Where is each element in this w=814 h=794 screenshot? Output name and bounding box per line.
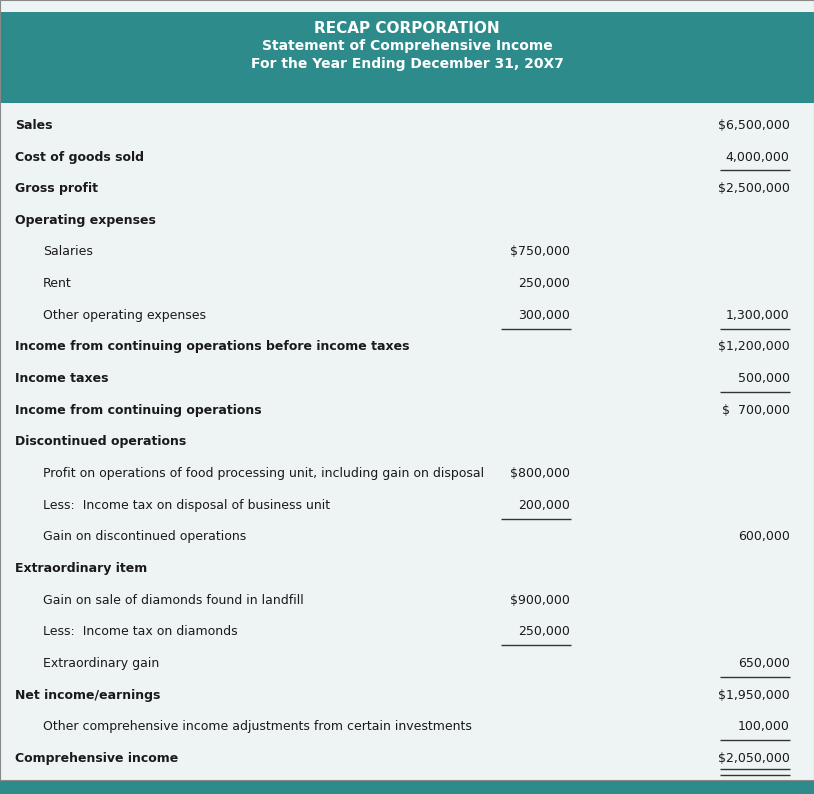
Text: Less:  Income tax on diamonds: Less: Income tax on diamonds [43, 625, 238, 638]
Text: Income taxes: Income taxes [15, 372, 108, 385]
Text: Salaries: Salaries [43, 245, 93, 259]
Text: 250,000: 250,000 [518, 277, 570, 290]
Text: 250,000: 250,000 [518, 625, 570, 638]
Text: $2,500,000: $2,500,000 [718, 182, 790, 195]
Text: Gain on sale of diamonds found in landfill: Gain on sale of diamonds found in landfi… [43, 594, 304, 607]
Text: $750,000: $750,000 [510, 245, 570, 259]
Text: Comprehensive income: Comprehensive income [15, 752, 178, 765]
Text: 650,000: 650,000 [737, 657, 790, 670]
Text: Statement of Comprehensive Income: Statement of Comprehensive Income [261, 39, 553, 53]
Text: Gain on discontinued operations: Gain on discontinued operations [43, 530, 247, 543]
Text: Profit on operations of food processing unit, including gain on disposal: Profit on operations of food processing … [43, 467, 484, 480]
Text: Extraordinary gain: Extraordinary gain [43, 657, 160, 670]
Text: $900,000: $900,000 [510, 594, 570, 607]
Text: Net income/earnings: Net income/earnings [15, 688, 160, 702]
Text: 200,000: 200,000 [518, 499, 570, 511]
Text: Operating expenses: Operating expenses [15, 214, 155, 227]
Text: Rent: Rent [43, 277, 72, 290]
Text: 1,300,000: 1,300,000 [726, 309, 790, 322]
Text: $800,000: $800,000 [510, 467, 570, 480]
Text: Other comprehensive income adjustments from certain investments: Other comprehensive income adjustments f… [43, 720, 472, 733]
Text: 600,000: 600,000 [737, 530, 790, 543]
Text: $1,950,000: $1,950,000 [718, 688, 790, 702]
Text: 300,000: 300,000 [518, 309, 570, 322]
Text: Income from continuing operations before income taxes: Income from continuing operations before… [15, 341, 409, 353]
Text: For the Year Ending December 31, 20X7: For the Year Ending December 31, 20X7 [251, 56, 563, 71]
Text: Income from continuing operations: Income from continuing operations [15, 403, 261, 417]
Text: $1,200,000: $1,200,000 [718, 341, 790, 353]
Text: 4,000,000: 4,000,000 [726, 151, 790, 164]
Text: Other operating expenses: Other operating expenses [43, 309, 206, 322]
Text: $6,500,000: $6,500,000 [718, 119, 790, 132]
Text: $2,050,000: $2,050,000 [718, 752, 790, 765]
Text: $  700,000: $ 700,000 [721, 403, 790, 417]
Text: Cost of goods sold: Cost of goods sold [15, 151, 143, 164]
Text: 500,000: 500,000 [737, 372, 790, 385]
Text: Gross profit: Gross profit [15, 182, 98, 195]
Text: 100,000: 100,000 [737, 720, 790, 733]
Text: Discontinued operations: Discontinued operations [15, 435, 186, 449]
Text: RECAP CORPORATION: RECAP CORPORATION [314, 21, 500, 36]
Text: Sales: Sales [15, 119, 52, 132]
Text: Extraordinary item: Extraordinary item [15, 562, 147, 575]
Text: Less:  Income tax on disposal of business unit: Less: Income tax on disposal of business… [43, 499, 330, 511]
